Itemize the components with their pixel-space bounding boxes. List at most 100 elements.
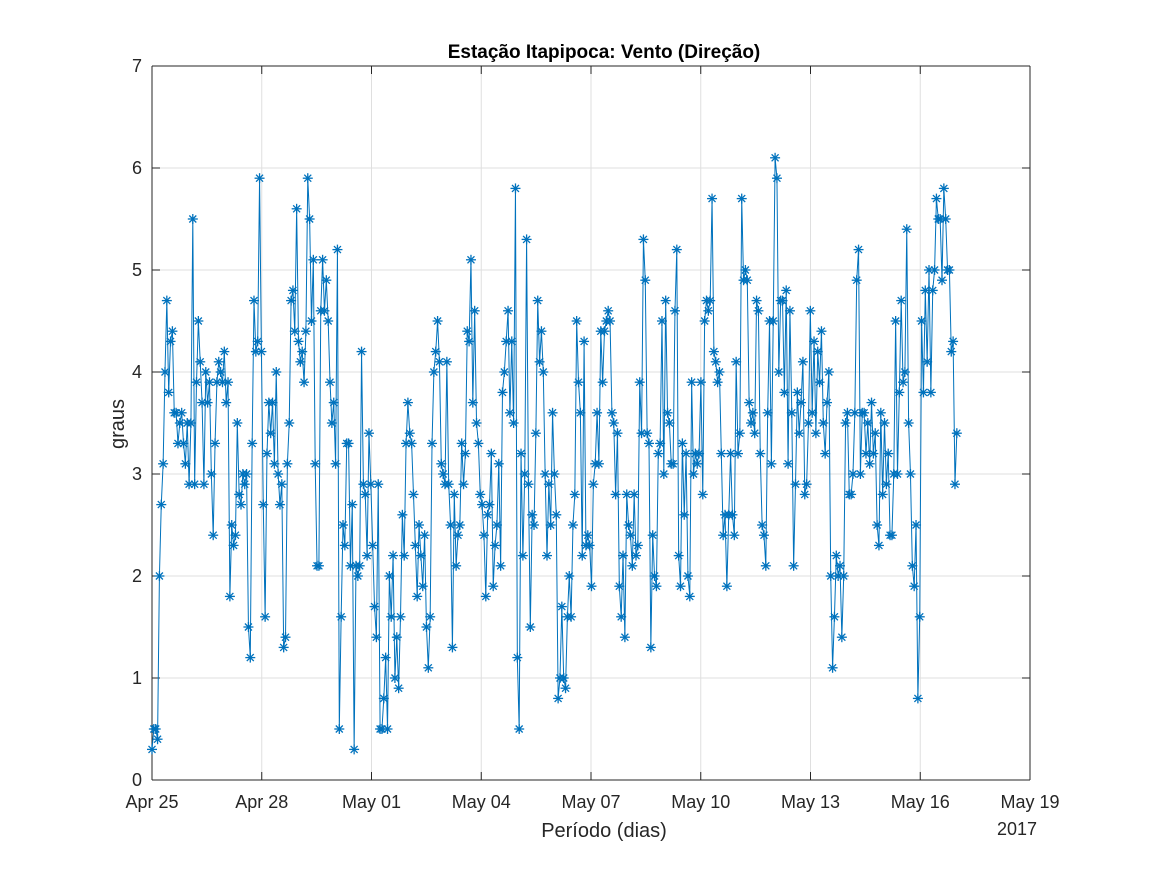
data-point <box>747 407 758 418</box>
data-point <box>224 591 235 602</box>
data-point <box>816 326 827 337</box>
data-point <box>586 581 597 592</box>
data-point <box>239 479 250 490</box>
data-point <box>295 356 306 367</box>
data-point <box>742 275 753 286</box>
data-point <box>634 377 645 388</box>
data-point <box>558 673 569 683</box>
data-point <box>293 336 304 347</box>
data-point <box>567 520 578 530</box>
data-point <box>473 438 484 449</box>
data-point <box>731 356 742 367</box>
data-point <box>894 387 905 398</box>
data-point <box>860 448 871 459</box>
data-point <box>417 581 428 592</box>
data-point <box>779 387 790 398</box>
data-point <box>241 469 252 479</box>
data-point <box>643 438 654 449</box>
data-point <box>456 438 467 449</box>
data-point <box>573 377 584 388</box>
data-point <box>384 571 395 581</box>
data-point <box>712 377 723 388</box>
data-point <box>838 571 849 581</box>
data-point <box>356 346 367 357</box>
data-point <box>438 469 449 479</box>
data-point <box>914 611 925 622</box>
x-tick-label: Apr 28 <box>235 792 288 812</box>
data-point <box>553 693 564 704</box>
data-point <box>868 448 879 459</box>
data-point <box>521 234 532 245</box>
data-point <box>949 479 960 490</box>
data-point <box>616 611 627 622</box>
data-point <box>319 305 330 316</box>
data-point <box>256 346 267 357</box>
data-point <box>260 611 271 622</box>
data-point <box>436 458 447 469</box>
data-point <box>614 581 625 592</box>
data-point <box>306 316 317 326</box>
data-point <box>430 346 441 357</box>
data-point <box>200 367 211 377</box>
data-point <box>534 356 545 367</box>
data-point <box>382 724 393 734</box>
data-point <box>452 530 463 541</box>
data-point <box>152 734 163 745</box>
data-point <box>810 428 821 439</box>
data-point <box>662 407 673 418</box>
data-point <box>530 428 541 439</box>
data-point <box>786 407 797 418</box>
data-point <box>660 295 671 306</box>
data-point <box>276 479 287 490</box>
data-point <box>692 458 703 469</box>
data-point <box>248 295 259 306</box>
data-point <box>771 173 782 184</box>
data-point <box>781 285 792 296</box>
data-point <box>549 469 560 479</box>
data-point <box>367 540 378 551</box>
data-point <box>729 530 740 541</box>
data-point <box>655 438 666 449</box>
data-point <box>777 295 788 306</box>
data-point <box>623 520 634 530</box>
data-point <box>560 683 571 694</box>
data-point <box>619 632 630 643</box>
data-point <box>286 295 297 306</box>
data-point <box>243 622 254 632</box>
data-point <box>464 336 475 347</box>
data-point <box>951 428 962 439</box>
data-point <box>273 469 284 479</box>
data-point <box>664 418 675 428</box>
data-point <box>707 193 718 204</box>
data-point <box>836 632 847 643</box>
data-point <box>679 509 690 520</box>
data-point <box>801 479 812 490</box>
data-point <box>517 550 528 561</box>
x-tick-label: May 16 <box>891 792 950 812</box>
data-point <box>321 275 332 286</box>
data-point <box>671 244 682 255</box>
data-point <box>223 377 234 388</box>
data-point <box>840 418 851 428</box>
data-point <box>938 183 949 194</box>
data-point <box>493 458 504 469</box>
data-point <box>323 316 334 326</box>
data-point <box>299 377 310 388</box>
data-point <box>475 489 486 500</box>
data-point <box>287 285 298 296</box>
data-point <box>727 509 738 520</box>
data-point <box>423 662 434 673</box>
data-point <box>605 316 616 326</box>
data-point <box>651 581 662 592</box>
data-point <box>325 377 336 388</box>
data-point <box>877 489 888 500</box>
data-point <box>495 560 506 571</box>
data-point <box>189 479 200 490</box>
data-point <box>931 193 942 204</box>
data-point <box>219 346 230 357</box>
data-point <box>809 336 820 347</box>
data-point <box>402 397 413 408</box>
data-point <box>330 458 341 469</box>
data-point <box>449 489 460 500</box>
data-point <box>592 407 603 418</box>
